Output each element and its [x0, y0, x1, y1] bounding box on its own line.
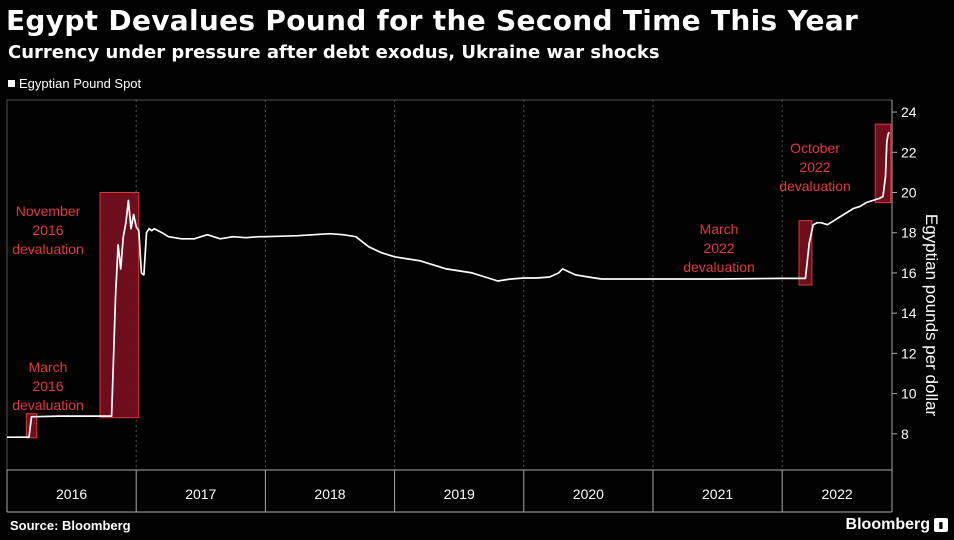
- x-tick-label: 2022: [822, 486, 853, 502]
- annotation-label: November 2016 devaluation: [12, 203, 84, 257]
- annotation-label: March 2022 devaluation: [683, 221, 755, 275]
- annotation-line: 2022: [703, 240, 734, 256]
- devaluation-highlight-box: [99, 192, 140, 419]
- x-tick-label: 2019: [444, 486, 475, 502]
- chart-title: Egypt Devalues Pound for the Second Time…: [6, 4, 859, 37]
- y-tick-label: 16: [901, 265, 917, 281]
- x-tick-label: 2020: [573, 486, 604, 502]
- bloomberg-chart-badge-icon: ▮: [934, 518, 948, 532]
- devaluation-highlight-box: [798, 220, 813, 286]
- x-tick-label: 2021: [702, 486, 733, 502]
- x-tick-label: 2017: [185, 486, 216, 502]
- y-tick-label: 18: [901, 225, 917, 241]
- annotation-line: 2016: [32, 378, 63, 394]
- y-tick-label: 20: [901, 185, 917, 201]
- y-axis-title: Egyptian pounds per dollar: [922, 214, 941, 417]
- y-tick-label: 12: [901, 345, 917, 361]
- y-tick-label: 8: [901, 426, 909, 442]
- legend: Egyptian Pound Spot: [8, 76, 141, 91]
- y-tick-label: 22: [901, 144, 917, 160]
- brand-name: Bloomberg: [845, 516, 930, 533]
- chart-subtitle: Currency under pressure after debt exodu…: [8, 42, 660, 63]
- annotation-line: devaluation: [12, 241, 84, 257]
- legend-swatch: [8, 80, 15, 87]
- x-tick-label: 2016: [56, 486, 87, 502]
- annotation-label: March 2016 devaluation: [12, 359, 84, 413]
- legend-label: Egyptian Pound Spot: [19, 76, 142, 91]
- devaluation-highlight-box: [25, 413, 38, 439]
- annotation-line: 2016: [32, 222, 63, 238]
- y-tick-label: 14: [901, 305, 917, 321]
- x-tick-label: 2018: [314, 486, 345, 502]
- y-tick-label: 10: [901, 386, 917, 402]
- annotation-line: October: [790, 140, 840, 156]
- annotation-line: devaluation: [12, 397, 84, 413]
- plot-area-frame: [6, 99, 893, 471]
- source-note: Source: Bloomberg: [10, 518, 131, 533]
- annotation-line: devaluation: [779, 178, 851, 194]
- annotation-line: November: [16, 203, 81, 219]
- annotation-line: March: [29, 359, 68, 375]
- annotation-label: October 2022 devaluation: [779, 140, 851, 194]
- annotation-line: devaluation: [683, 259, 755, 275]
- y-tick-label: 24: [901, 104, 917, 120]
- annotation-line: March: [700, 221, 739, 237]
- brand-logo: Bloomberg ▮: [846, 516, 948, 534]
- annotation-line: 2022: [799, 159, 830, 175]
- series-line-egyptian-pound-spot: [7, 131, 891, 439]
